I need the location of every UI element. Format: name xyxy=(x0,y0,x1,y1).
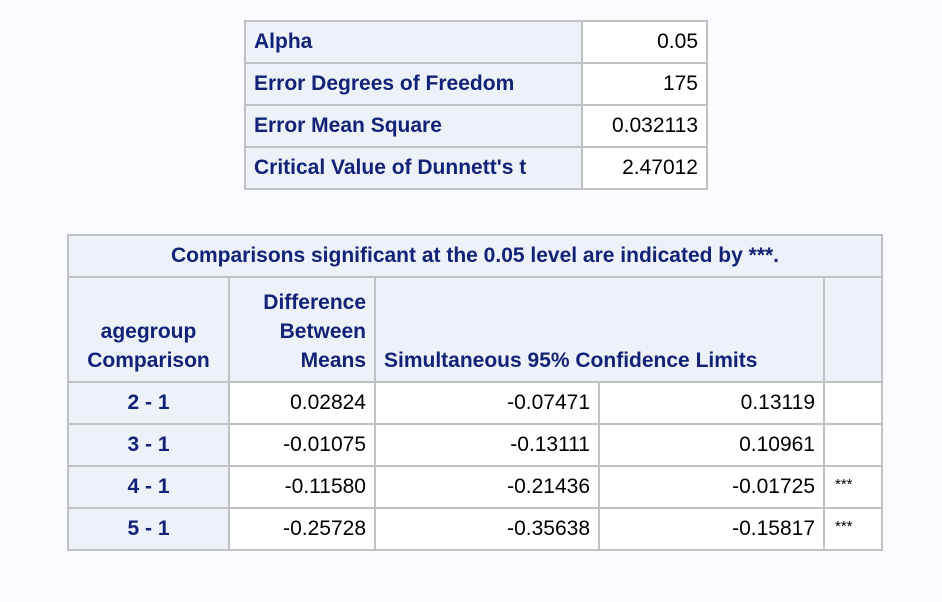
upper-limit-cell: -0.15817 xyxy=(598,507,825,551)
significance-flag: *** xyxy=(835,518,853,535)
significance-flag-cell: *** xyxy=(823,465,883,509)
comparison-cell: 5 - 1 xyxy=(67,507,230,551)
difference-cell: -0.11580 xyxy=(228,465,376,509)
significance-flag-cell xyxy=(823,381,883,425)
difference-cell: -0.25728 xyxy=(228,507,376,551)
header-comparison-line: Comparison xyxy=(87,349,210,372)
lower-limit-cell: -0.07471 xyxy=(374,381,600,425)
param-row: Critical Value of Dunnett's t 2.47012 xyxy=(244,146,708,190)
param-label: Error Mean Square xyxy=(244,104,583,148)
header-difference-line: Difference xyxy=(263,291,366,314)
param-row: Alpha 0.05 xyxy=(244,20,708,64)
header-difference-line: Between xyxy=(279,320,366,343)
caption-row: Comparisons significant at the 0.05 leve… xyxy=(67,234,883,278)
comparison-cell: 2 - 1 xyxy=(67,381,230,425)
param-label: Alpha xyxy=(244,20,583,64)
column-header-row: agegroup Comparison Difference Between M… xyxy=(67,276,883,383)
significance-flag: *** xyxy=(835,476,853,493)
table-caption: Comparisons significant at the 0.05 leve… xyxy=(67,234,883,278)
significance-flag-cell: *** xyxy=(823,507,883,551)
header-difference: Difference Between Means xyxy=(228,276,376,383)
table-row: 5 - 1 -0.25728 -0.35638 -0.15817 *** xyxy=(67,507,883,551)
upper-limit-cell: 0.13119 xyxy=(598,381,825,425)
header-comparison: agegroup Comparison xyxy=(67,276,230,383)
param-row: Error Mean Square 0.032113 xyxy=(244,104,708,148)
table-row: 4 - 1 -0.11580 -0.21436 -0.01725 *** xyxy=(67,465,883,509)
comparisons-table: Comparisons significant at the 0.05 leve… xyxy=(67,234,883,551)
table-row: 2 - 1 0.02824 -0.07471 0.13119 xyxy=(67,381,883,425)
difference-cell: 0.02824 xyxy=(228,381,376,425)
header-comparison-line: agegroup xyxy=(100,320,197,343)
dunnett-parameters-table: Alpha 0.05 Error Degrees of Freedom 175 … xyxy=(244,20,708,190)
header-confidence-limits: Simultaneous 95% Confidence Limits xyxy=(374,276,825,383)
significance-flag-cell xyxy=(823,423,883,467)
param-label: Error Degrees of Freedom xyxy=(244,62,583,106)
comparison-cell: 3 - 1 xyxy=(67,423,230,467)
header-difference-line: Means xyxy=(300,349,366,372)
difference-cell: -0.01075 xyxy=(228,423,376,467)
param-value: 2.47012 xyxy=(581,146,708,190)
header-flag xyxy=(823,276,883,383)
param-value: 175 xyxy=(581,62,708,106)
lower-limit-cell: -0.13111 xyxy=(374,423,600,467)
lower-limit-cell: -0.21436 xyxy=(374,465,600,509)
table-row: 3 - 1 -0.01075 -0.13111 0.10961 xyxy=(67,423,883,467)
upper-limit-cell: -0.01725 xyxy=(598,465,825,509)
upper-limit-cell: 0.10961 xyxy=(598,423,825,467)
comparison-cell: 4 - 1 xyxy=(67,465,230,509)
lower-limit-cell: -0.35638 xyxy=(374,507,600,551)
param-label: Critical Value of Dunnett's t xyxy=(244,146,583,190)
param-value: 0.05 xyxy=(581,20,708,64)
param-row: Error Degrees of Freedom 175 xyxy=(244,62,708,106)
param-value: 0.032113 xyxy=(581,104,708,148)
